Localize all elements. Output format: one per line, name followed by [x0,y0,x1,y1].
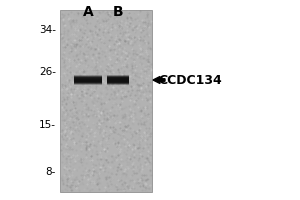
Bar [74,75,102,78]
Bar [107,81,129,84]
Bar [74,80,102,83]
Bar [107,76,129,79]
Bar [74,76,102,79]
Bar [74,82,102,85]
Bar [107,75,129,78]
Bar [107,76,129,79]
Bar [107,78,129,82]
Bar [107,77,129,80]
Text: B: B [113,5,123,19]
Bar [74,79,102,82]
Bar [74,82,102,85]
Bar [107,76,129,79]
Text: 34-: 34- [39,25,56,35]
Bar [74,75,102,78]
Bar [107,81,129,84]
Bar [107,75,129,78]
Bar [107,83,129,86]
Bar [74,75,102,78]
Bar [74,82,102,85]
Bar [107,81,129,84]
Bar [107,82,129,85]
Bar [74,77,102,80]
Bar [74,81,102,84]
Bar [74,77,102,80]
Bar [74,78,102,81]
Text: 26-: 26- [39,67,56,77]
FancyArrow shape [153,76,165,84]
Bar [74,81,102,84]
Bar [74,79,102,82]
Bar [107,75,129,78]
Bar [107,78,129,81]
Bar [74,76,102,79]
Text: A: A [82,5,93,19]
Bar [107,82,129,85]
Bar [107,80,129,83]
Bar [74,80,102,83]
Bar [74,83,102,86]
Bar [74,81,102,84]
Bar [74,74,102,77]
Bar [74,78,102,82]
Text: 15-: 15- [39,120,56,130]
Bar [107,82,129,85]
Bar [74,76,102,79]
Bar [107,79,129,82]
Bar [107,77,129,80]
Bar [74,80,102,83]
Bar [107,77,129,80]
Bar [74,78,102,81]
Bar [60,10,152,192]
Bar [107,74,129,77]
Bar [107,79,129,82]
Bar [107,80,129,83]
Text: CCDC134: CCDC134 [158,73,222,86]
Bar [107,78,129,81]
Text: 8-: 8- [46,167,56,177]
Bar [107,80,129,83]
Bar [74,77,102,80]
